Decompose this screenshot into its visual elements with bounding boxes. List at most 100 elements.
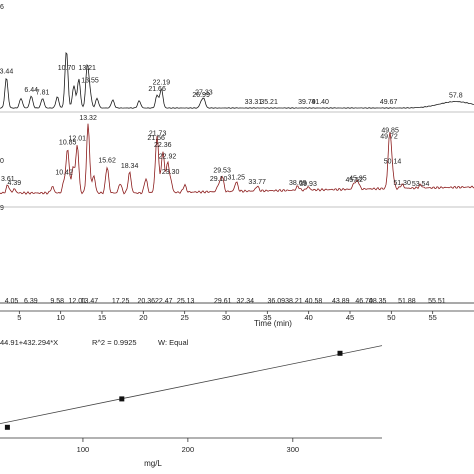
peak-label: 13.55 [81, 78, 99, 85]
peak-label: 3.61 [1, 176, 15, 183]
peak-label: 23.30 [162, 169, 180, 176]
peak-label: 57.8 [449, 93, 463, 100]
peak-label: 29.53 [213, 168, 231, 175]
peak-label: 49.67 [380, 99, 398, 106]
peak-label: 4.39 [7, 180, 21, 187]
peak-label: 13.32 [79, 115, 97, 122]
peak-label: 22.47 [155, 298, 173, 305]
time-tick-label: 25 [180, 313, 188, 322]
peak-label: 22.19 [153, 80, 171, 87]
peak-label: 26.99 [192, 92, 210, 99]
peak-label: 45.52 [346, 177, 364, 184]
calibration-weighting: W: Equal [158, 338, 189, 347]
peak-label: 13.21 [78, 65, 96, 72]
time-tick-label: 50 [387, 313, 395, 322]
peak-label: 33.77 [248, 179, 266, 186]
peak-label: 41.40 [311, 99, 329, 106]
middle-chromatogram-trace [0, 123, 474, 195]
peak-label: 27.33 [195, 89, 213, 96]
peak-label: 21.73 [149, 131, 167, 138]
time-tick-label: 5 [17, 313, 21, 322]
time-axis-ticks: 5 10 15 20 25 30 35 40 45 50 55 [17, 311, 437, 322]
calibration-equation: 44.91+432.294*X [0, 338, 58, 347]
calibration-panel: 44.91+432.294*X R^2 = 0.9925 W: Equal 10… [0, 338, 383, 468]
peak-label: 48.35 [369, 298, 387, 305]
peak-label: 46.70 [355, 298, 373, 305]
peak-label: 32.34 [237, 298, 255, 305]
calibration-points [4, 350, 343, 430]
calibration-fit-line [0, 345, 383, 425]
peak-label: 40.58 [305, 298, 323, 305]
peak-label: 17.25 [112, 298, 130, 305]
time-tick-label: 35 [263, 313, 271, 322]
peak-label: 21.66 [148, 86, 166, 93]
peak-label: 45.95 [349, 176, 367, 183]
peak-label: 22.92 [159, 154, 177, 161]
peak-label: 4.05 [5, 298, 19, 305]
peak-label: 38.69 [289, 180, 307, 187]
peak-label: 22.36 [154, 142, 172, 149]
time-tick-label: 30 [222, 313, 230, 322]
peak-label: 49.72 [380, 134, 398, 141]
calibration-tick-label: 300 [287, 445, 300, 454]
peak-label: 39.79 [298, 99, 316, 106]
peak-label: 31.25 [228, 174, 246, 181]
time-tick-label: 10 [56, 313, 64, 322]
top-edge-label-upper: 6 [0, 4, 4, 11]
calibration-tick-label: 200 [182, 445, 195, 454]
peak-label: 36.09 [268, 298, 286, 305]
time-tick-label: 55 [428, 313, 436, 322]
calibration-tick-label: 100 [77, 445, 90, 454]
peak-label: 51.88 [398, 298, 416, 305]
time-tick-label: 45 [346, 313, 354, 322]
peak-label: 20.36 [138, 298, 156, 305]
peak-label: 50.14 [384, 159, 402, 166]
peak-label: 29.61 [214, 298, 232, 305]
peak-label: 6.44 [24, 87, 38, 94]
peak-label: 49.85 [381, 128, 399, 135]
top-chromatogram-trace [0, 52, 474, 109]
peak-label: 10.42 [55, 170, 73, 177]
time-tick-label: 15 [98, 313, 106, 322]
calibration-r-squared: R^2 = 0.9925 [92, 338, 137, 347]
calibration-point [337, 350, 343, 356]
peak-label: 6.39 [24, 298, 38, 305]
peak-label: 13.47 [81, 298, 99, 305]
middle-edge-label-upper: 0 [0, 158, 4, 165]
peak-label: 12.01 [69, 298, 87, 305]
peak-label: 10.70 [58, 65, 76, 72]
peak-label: 39.93 [299, 181, 317, 188]
peak-label: 3.44 [0, 69, 13, 76]
peak-label: 10.85 [59, 139, 77, 146]
peak-label: 53.54 [412, 181, 430, 188]
calibration-x-ticks: 100 200 300 [77, 438, 299, 454]
peak-label: 29.10 [210, 176, 228, 183]
peak-label: 55.51 [428, 298, 446, 305]
peak-label: 25.13 [177, 298, 195, 305]
time-tick-label: 20 [139, 313, 147, 322]
calibration-point [4, 424, 10, 430]
peak-label: 18.34 [121, 163, 139, 170]
time-tick-label: 40 [304, 313, 312, 322]
peak-label: 43.89 [332, 298, 350, 305]
peak-label: 12.01 [69, 136, 87, 143]
peak-label: 35.21 [260, 99, 278, 106]
peak-label: 7.81 [36, 89, 50, 96]
peak-label: 9.58 [50, 298, 64, 305]
middle-edge-label-lower: 9 [0, 205, 4, 212]
time-axis-label: Time (min) [254, 319, 292, 328]
peak-label: 33.31 [245, 99, 263, 106]
peak-label: 15.62 [98, 158, 116, 165]
peak-label: 38.21 [285, 298, 303, 305]
calibration-x-axis-label: mg/L [144, 459, 162, 468]
calibration-point [119, 396, 125, 402]
peak-label: 21.56 [147, 135, 165, 142]
peak-label: 51.30 [393, 180, 411, 187]
